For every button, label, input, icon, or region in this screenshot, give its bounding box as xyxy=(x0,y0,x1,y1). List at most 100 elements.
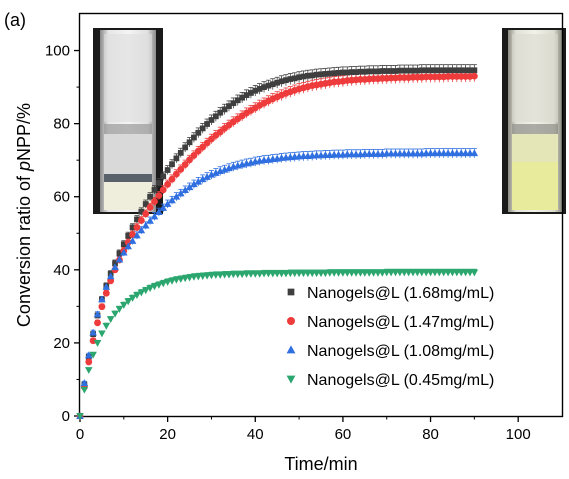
data-point-s168 xyxy=(440,67,447,74)
data-point-s168 xyxy=(462,67,469,74)
data-point-s168 xyxy=(291,75,298,82)
legend-marker-s168 xyxy=(287,288,295,296)
data-point-s168 xyxy=(300,73,307,80)
data-point-s147 xyxy=(186,156,193,164)
data-point-s147 xyxy=(151,198,158,205)
x-tick-label: 20 xyxy=(159,426,176,443)
data-point-s168 xyxy=(396,67,403,74)
data-point-s168 xyxy=(445,67,451,74)
data-point-s168 xyxy=(296,74,302,81)
data-point-s108 xyxy=(194,177,203,185)
legend-marker-s045 xyxy=(286,375,296,384)
data-point-s168 xyxy=(221,106,228,113)
data-point-s108 xyxy=(185,183,194,191)
data-point-s168 xyxy=(318,71,324,78)
y-tick-label: 0 xyxy=(62,408,70,425)
data-point-s168 xyxy=(432,67,438,74)
y-axis-label-prefix: Conversion ratio of xyxy=(14,171,34,327)
data-point-s045 xyxy=(470,269,479,277)
data-point-s147 xyxy=(203,139,211,147)
data-point-s168 xyxy=(155,179,162,186)
legend-markers xyxy=(286,288,296,384)
data-markers xyxy=(76,67,479,420)
data-point-s108 xyxy=(181,186,189,194)
data-point-s168 xyxy=(383,68,390,74)
data-point-s108 xyxy=(172,192,181,200)
data-point-s108 xyxy=(470,149,479,157)
data-point-s168 xyxy=(322,71,329,77)
data-point-s108 xyxy=(89,328,97,336)
data-point-s168 xyxy=(164,167,171,173)
data-point-s168 xyxy=(366,68,373,75)
data-point-s168 xyxy=(191,134,197,141)
data-point-s147 xyxy=(168,175,176,183)
data-point-s168 xyxy=(287,76,294,82)
data-point-s168 xyxy=(283,77,289,84)
data-point-s147 xyxy=(194,147,202,155)
data-point-s108 xyxy=(98,295,106,303)
data-point-s045 xyxy=(159,280,168,288)
data-point-s168 xyxy=(217,109,224,116)
data-point-s108 xyxy=(111,263,119,271)
data-point-s168 xyxy=(256,86,263,92)
data-point-s045 xyxy=(177,276,185,283)
data-point-s168 xyxy=(120,241,127,248)
data-point-s168 xyxy=(331,70,338,77)
x-tick-label: 40 xyxy=(247,426,264,443)
data-point-s045 xyxy=(111,310,119,318)
legend-marker-s147 xyxy=(287,317,295,325)
data-point-s168 xyxy=(370,68,377,75)
data-point-s168 xyxy=(304,72,311,79)
data-point-s168 xyxy=(252,87,259,94)
data-point-s147 xyxy=(155,192,163,200)
data-point-s108 xyxy=(80,379,89,386)
y-tick-label: 40 xyxy=(53,262,70,279)
data-point-s168 xyxy=(199,125,206,132)
data-point-s108 xyxy=(102,283,111,290)
data-point-s168 xyxy=(375,68,381,75)
data-point-s147 xyxy=(159,186,167,194)
data-point-s045 xyxy=(106,316,115,324)
data-point-s147 xyxy=(98,303,106,311)
data-point-s168 xyxy=(248,90,254,96)
data-point-s147 xyxy=(94,319,101,327)
data-point-s045 xyxy=(84,367,93,374)
data-point-s168 xyxy=(230,100,237,107)
x-tick-label: 0 xyxy=(76,426,84,443)
data-point-s168 xyxy=(226,103,232,109)
data-point-s168 xyxy=(243,92,250,99)
data-point-s168 xyxy=(186,139,193,146)
data-point-s108 xyxy=(155,208,163,215)
data-point-s168 xyxy=(392,68,399,74)
legend-label-s108: Nanogels@L (1.08mg/mL) xyxy=(307,343,494,360)
data-point-s045 xyxy=(133,292,141,299)
data-point-s147 xyxy=(137,217,145,224)
data-point-s168 xyxy=(278,78,285,85)
data-point-s108 xyxy=(93,310,102,318)
data-point-s045 xyxy=(98,330,106,338)
data-point-s108 xyxy=(124,242,132,250)
data-point-s147 xyxy=(142,210,150,218)
data-point-s168 xyxy=(436,67,443,74)
data-point-s168 xyxy=(138,208,145,215)
data-point-s168 xyxy=(353,69,359,75)
data-point-s168 xyxy=(160,173,167,180)
data-point-s045 xyxy=(146,285,154,293)
data-point-s168 xyxy=(418,67,425,74)
data-point-s045 xyxy=(124,298,132,306)
data-point-s168 xyxy=(116,250,123,257)
data-point-s147 xyxy=(102,289,110,297)
data-point-s045 xyxy=(168,277,176,285)
data-point-s108 xyxy=(120,248,128,256)
data-point-s168 xyxy=(401,67,408,74)
data-point-s108 xyxy=(159,204,168,211)
data-point-s168 xyxy=(274,79,281,86)
data-point-s108 xyxy=(137,226,146,234)
data-point-s168 xyxy=(427,67,434,74)
data-point-s168 xyxy=(151,186,158,193)
data-point-s108 xyxy=(190,180,198,188)
data-point-s168 xyxy=(340,69,346,76)
data-point-s108 xyxy=(128,236,137,244)
y-axis-label-italic: p xyxy=(14,161,34,172)
